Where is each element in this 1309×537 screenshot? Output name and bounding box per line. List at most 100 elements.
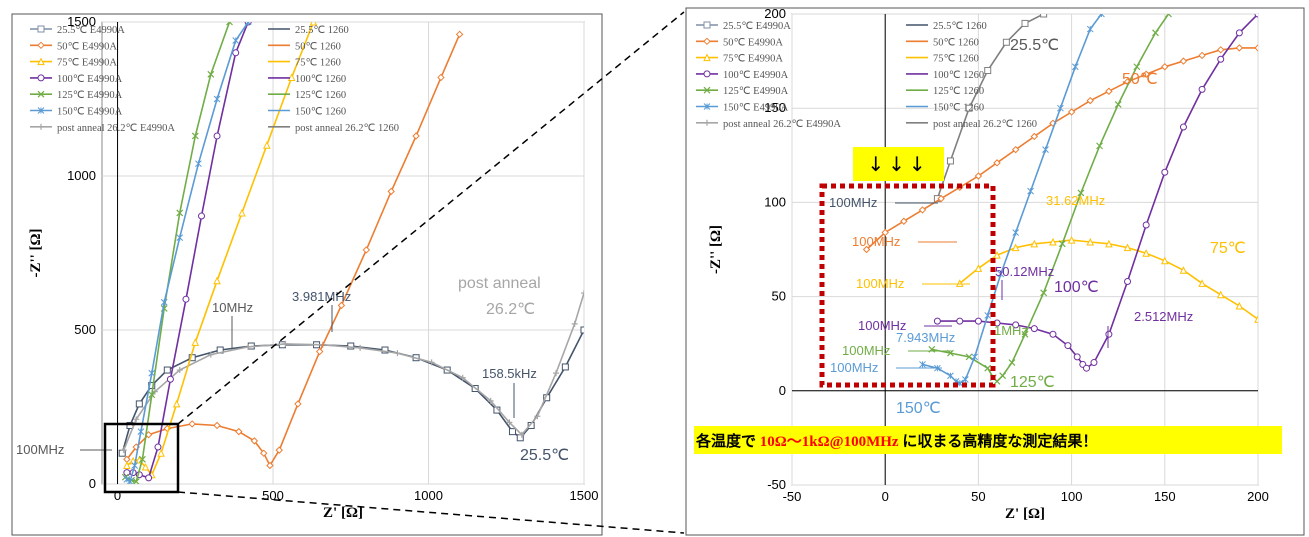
legend-entry: post anneal 26.2℃ 1260 (295, 123, 399, 134)
data-point-t50 (387, 187, 395, 196)
data-point-z100 (1012, 321, 1020, 329)
plot-area (101, 21, 585, 485)
data-point-z50 (1030, 132, 1039, 141)
data-point-z25 (984, 67, 992, 75)
y-tick-label: 150 (764, 100, 786, 115)
data-point-t150 (160, 298, 168, 306)
annotation-100mhz-125c: 100MHz (842, 343, 890, 358)
right-panel-frame (685, 7, 1305, 536)
data-point-t125 (176, 209, 184, 217)
data-point-t26 (357, 344, 364, 351)
data-point-t75 (141, 462, 150, 471)
y-tick-label: 200 (764, 6, 786, 21)
data-point-z50 (862, 245, 871, 254)
data-point-t26 (245, 343, 252, 350)
annotation-1585khz: 158.5kHz (482, 366, 537, 381)
data-point-t50 (235, 427, 243, 436)
data-point-z125 (1008, 359, 1016, 366)
data-point-t75 (287, 73, 296, 81)
y-tick-label: -50 (767, 477, 786, 492)
series-line-t25 (121, 329, 584, 454)
legend-swatch-marker (703, 103, 711, 110)
data-point-z150 (997, 270, 1005, 278)
data-point-t100 (232, 49, 240, 57)
x-tick-label: 0 (882, 489, 889, 504)
data-point-z50 (1235, 44, 1244, 52)
legend-entry: 50℃ 1260 (295, 41, 341, 52)
legend-entry: 75℃ 1260 (933, 54, 979, 65)
y-tick-label: 1500 (67, 14, 96, 29)
data-point-z150 (1027, 187, 1034, 195)
data-point-z50 (1198, 51, 1206, 60)
data-point-z75 (1049, 237, 1057, 246)
data-point-z50 (918, 206, 927, 214)
legend: 25.5℃ E4990A 50℃ E4990A 75℃ E4990A 100℃ E49… (696, 21, 1037, 130)
x-tick-label: 1500 (570, 488, 599, 503)
data-point-z50 (1086, 96, 1094, 105)
data-point-z25 (946, 157, 954, 165)
data-point-z100 (1083, 364, 1091, 372)
data-point-z125 (1096, 142, 1103, 150)
legend-entry: 25.5℃ E4990A (723, 21, 791, 32)
y-axis-label: -Z'' [Ω] (28, 228, 44, 277)
legend-entry: 25.5℃ 1260 (933, 21, 987, 32)
data-point-t50 (437, 73, 445, 82)
data-point-t50 (362, 246, 371, 254)
data-point-z125 (1152, 29, 1159, 37)
data-point-t26 (581, 290, 584, 297)
annotation-100c: 100℃ (1054, 279, 1099, 296)
data-point-z50 (900, 217, 908, 225)
data-point-t100 (166, 375, 174, 383)
data-point-z150 (1071, 63, 1079, 71)
legend-entry: post anneal 26.2℃ 1260 (933, 119, 1037, 130)
data-point-z50 (1161, 63, 1169, 71)
data-point-t125 (207, 70, 215, 78)
legend-swatch-marker (37, 41, 45, 50)
data-point-t26 (176, 367, 183, 374)
data-point-t50 (315, 347, 324, 356)
legend-swatch-marker (703, 86, 711, 94)
data-point-z25 (1002, 38, 1010, 46)
data-point-z100 (956, 317, 964, 325)
legend-entry: 75℃ E4990A (723, 54, 783, 65)
data-point-t25 (135, 400, 143, 408)
legend-entry: 125℃ E4990A (723, 86, 789, 97)
data-point-z100 (1217, 55, 1225, 63)
data-point-t26 (207, 351, 214, 358)
annotation-2512mhz: 2.512MHz (1134, 309, 1193, 324)
data-point-t50 (250, 437, 259, 445)
data-point-z50 (1142, 70, 1150, 78)
data-point-z50 (881, 228, 889, 237)
legend-entry: 150℃ E4990A (57, 107, 123, 118)
y-tick-label: 1000 (67, 168, 96, 183)
data-point-t125 (191, 132, 199, 140)
data-point-t150 (126, 478, 134, 484)
annotation-100mhz-50c: 100MHz (852, 234, 900, 249)
legend-swatch-marker (37, 90, 45, 98)
annotation-150c: 150℃ (896, 400, 941, 417)
data-point-t75 (309, 22, 318, 26)
data-point-t50 (213, 421, 221, 430)
data-point-t25 (381, 346, 389, 354)
annotation-5012mhz: 50.12MHz (995, 264, 1054, 279)
data-point-t26 (518, 431, 525, 438)
legend-entry: 75℃ E4990A (57, 58, 117, 69)
data-point-z150 (1012, 229, 1020, 236)
y-tick-label: 50 (772, 289, 786, 304)
x-axis-label: Z' [Ω] (323, 505, 363, 521)
y-tick-label: 0 (89, 476, 96, 491)
data-point-z75 (1179, 266, 1188, 274)
legend-entry: 25.5℃ 1260 (295, 25, 349, 36)
data-point-z100 (1090, 359, 1098, 367)
legend-swatch-marker (703, 53, 711, 62)
data-point-z150 (1098, 14, 1105, 18)
data-point-t50 (294, 400, 302, 408)
data-point-t50 (188, 420, 196, 428)
data-point-t125 (132, 478, 140, 484)
data-point-t26 (394, 350, 401, 357)
data-point-z75 (1011, 243, 1020, 252)
data-point-z75 (1105, 239, 1113, 248)
data-point-z100 (1179, 123, 1187, 131)
data-point-z150 (1042, 146, 1049, 154)
